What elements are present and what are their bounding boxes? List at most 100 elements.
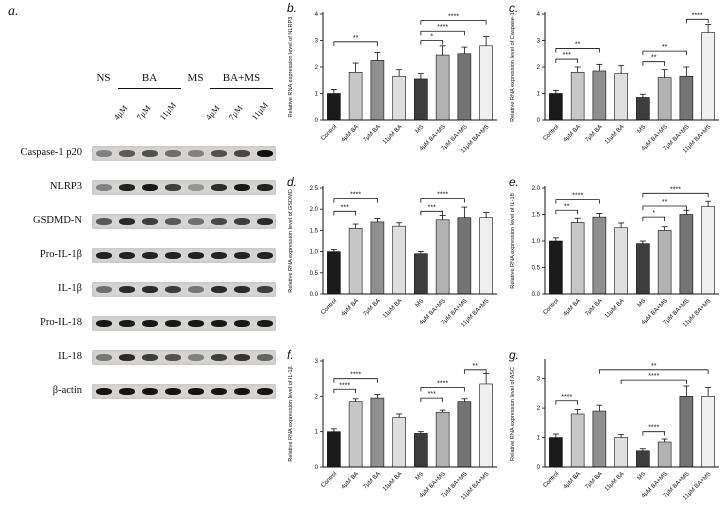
concentration-label: 11μM <box>156 100 178 122</box>
significance-label: ** <box>651 55 657 62</box>
blot-band <box>141 184 158 191</box>
bar-4μM BA+MS <box>435 412 450 468</box>
chart-g: Control 4μM BA 7μM BA 11μM BA MS 4μM BA+MS 7μM… <box>505 347 726 521</box>
bar-7μM BA+MS <box>679 213 693 294</box>
blot-strip <box>92 146 276 161</box>
significance-label: **** <box>437 24 448 31</box>
blot-band <box>164 218 181 225</box>
significance-bracket <box>641 205 687 210</box>
significance-label: * <box>430 34 433 41</box>
blot-band <box>187 286 204 293</box>
blot-band <box>233 252 250 259</box>
blot-band <box>118 354 135 361</box>
panel-letter-b: b. <box>287 1 297 15</box>
blot-band <box>118 150 135 157</box>
bar-7μM BA <box>592 70 606 121</box>
significance-bracket <box>420 387 465 392</box>
blot-row-label: Pro-IL-18 <box>40 317 82 328</box>
y-tick-label: 2 <box>315 65 319 71</box>
blot-row-label: GSDMD-N <box>32 215 82 226</box>
blot-band <box>141 218 158 225</box>
bar-MS <box>414 433 428 468</box>
x-tick-label: Control <box>542 298 560 316</box>
blot-band <box>233 150 250 157</box>
blot-band <box>210 252 227 259</box>
bar-4μM BA+MS <box>657 77 671 121</box>
y-tick-label: 0 <box>536 465 540 471</box>
blot-band <box>95 320 112 327</box>
bar-4μM BA <box>570 414 584 468</box>
y-axis-label: Relative RNA expression level of ASC <box>510 367 516 461</box>
significance-bracket <box>641 216 665 221</box>
bar-Control <box>327 250 341 294</box>
blot-band <box>187 354 204 361</box>
y-tick-label: 1 <box>536 436 540 442</box>
significance-bracket <box>333 210 357 215</box>
bar-7μM BA <box>592 411 606 468</box>
concentration-label: 11μM <box>248 100 270 122</box>
bar-4μM BA <box>570 221 584 294</box>
x-tick-label: 7μM BA <box>362 124 381 143</box>
significance-bracket <box>620 380 687 385</box>
blot-band <box>95 354 112 361</box>
significance-label: *** <box>341 204 349 211</box>
significance-bracket <box>641 61 665 66</box>
y-tick-label: 1.0 <box>310 249 319 255</box>
x-tick-label: 11μM BA <box>382 471 403 492</box>
significance-bracket <box>685 18 709 24</box>
bar-4μM BA <box>348 401 363 468</box>
bar-11μM BA+MS <box>479 217 493 294</box>
blot-band <box>256 150 273 157</box>
blot-band <box>210 286 227 293</box>
significance-bracket <box>641 192 709 197</box>
blot-band <box>95 184 112 191</box>
x-tick-label: 7μM BA <box>584 124 603 143</box>
blot-band <box>256 388 273 395</box>
bar-Control <box>548 437 563 468</box>
x-tick-label: MS <box>415 124 426 135</box>
x-tick-label: Control <box>320 471 338 489</box>
x-tick-label: 7μM BA <box>584 298 603 317</box>
x-tick-label: Control <box>320 124 338 142</box>
significance-label: * <box>652 210 655 217</box>
blot-band <box>187 184 204 191</box>
significance-bracket <box>420 210 444 215</box>
bar-Control <box>327 431 341 468</box>
significance-bracket <box>420 197 465 203</box>
x-tick-label: 11μM BA <box>382 298 403 319</box>
y-tick-label: 2.0 <box>310 207 319 213</box>
significance-bracket <box>598 369 709 375</box>
blot-band <box>164 252 181 259</box>
blot-band <box>141 150 158 157</box>
blot-band <box>164 150 181 157</box>
blot-band <box>210 388 227 395</box>
significance-label: ** <box>353 35 359 42</box>
bar-7μM BA <box>370 221 385 294</box>
blot-band <box>210 354 227 361</box>
significance-bracket <box>554 198 600 204</box>
significance-label: **** <box>691 12 702 19</box>
blot-band <box>164 388 181 395</box>
significance-label: ** <box>473 363 479 370</box>
significance-bracket <box>333 378 378 383</box>
blot-band <box>95 286 112 293</box>
charts-grid: Control 4μM BA 7μM BA 11μM BA MS 4μM BA+MS 7μM… <box>283 0 726 521</box>
blot-band <box>118 388 135 395</box>
chart-b: Control 4μM BA 7μM BA 11μM BA MS 4μM BA+MS 7μM… <box>283 0 505 174</box>
significance-bracket <box>333 197 378 203</box>
y-tick-label: 0 <box>315 465 319 471</box>
x-tick-label: 11μM BA <box>382 124 403 145</box>
bar-MS <box>414 253 428 294</box>
bar-4μM BA <box>348 227 363 294</box>
chart-e: Control 4μM BA 7μM BA 11μM BA MS 4μM BA+MS 7μM… <box>505 174 726 348</box>
bar-11μM BA+MS <box>479 45 493 121</box>
panel-letter-e: e. <box>509 175 519 189</box>
significance-label: ** <box>574 41 580 48</box>
blot-band <box>95 150 112 157</box>
blot-band <box>256 286 273 293</box>
x-tick-label: MS <box>636 298 647 309</box>
